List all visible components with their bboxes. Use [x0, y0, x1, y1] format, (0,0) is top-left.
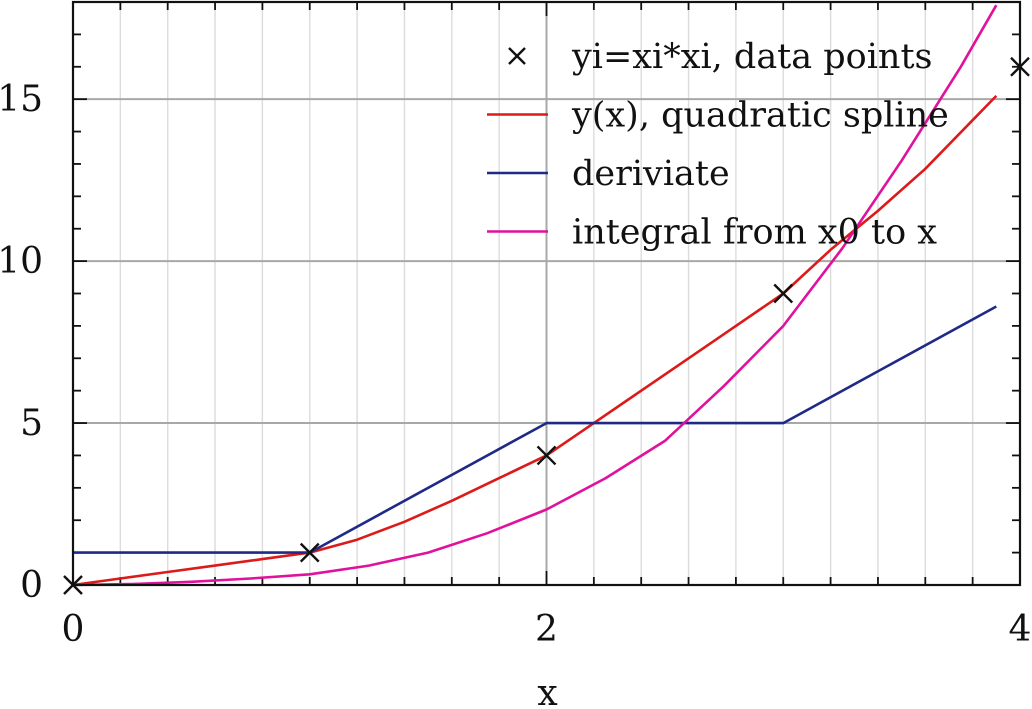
series-line-1 [72, 94, 998, 587]
x-tick-labels: 0 2 4 [62, 609, 1032, 650]
legend: yi=xi*xi, data points y(x), quadratic spl… [487, 37, 949, 253]
plot-series [72, 4, 998, 587]
x-axis-label: x [537, 673, 557, 709]
y-tick-label: 0 [20, 565, 43, 606]
legend-label: yi=xi*xi, data points [571, 37, 932, 77]
x-tick-label: 0 [62, 609, 85, 650]
legend-marker-symbol [508, 47, 526, 65]
x-tick-label: 4 [1009, 609, 1032, 650]
legend-label: integral from x0 to x [572, 213, 937, 253]
x-tick-label: 2 [535, 609, 558, 650]
data-point-marker [773, 283, 794, 304]
data-point-marker [536, 445, 557, 466]
data-point-marker [299, 542, 320, 563]
marker-stroke [773, 283, 794, 304]
y-tick-labels: 0 5 10 15 [0, 79, 43, 606]
y-tick-label: 5 [20, 403, 43, 444]
legend-label: y(x), quadratic spline [571, 96, 949, 136]
legend-item: yi=xi*xi, data points [508, 37, 932, 77]
legend-item: deriviate [487, 154, 730, 194]
marker-stroke [299, 542, 320, 563]
series-line-3 [72, 4, 998, 587]
legend-label: deriviate [572, 154, 730, 194]
y-tick-label: 15 [0, 79, 43, 120]
y-tick-label: 10 [0, 241, 43, 282]
series-line-2 [73, 305, 997, 554]
plot-frame [71, 0, 1022, 587]
legend-item: integral from x0 to x [487, 213, 937, 253]
legend-item: y(x), quadratic spline [487, 96, 949, 136]
marker-stroke [536, 445, 557, 466]
